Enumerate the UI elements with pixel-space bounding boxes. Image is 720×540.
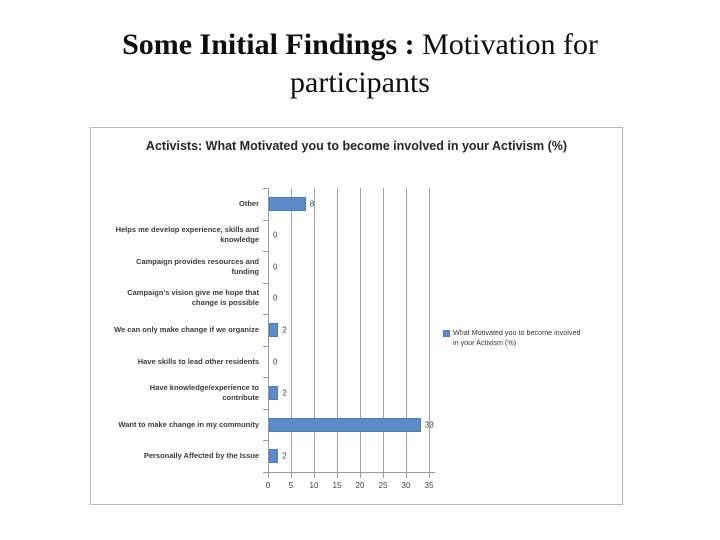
legend-label-line2: in your Activism (%)	[453, 337, 517, 347]
bar	[269, 196, 306, 211]
value-axis-tick-label: 0	[265, 481, 271, 490]
category-axis-tick	[263, 345, 268, 347]
category-label-line: Personally Affected by the Issue	[143, 451, 259, 461]
category-label: Campaign provides resources and funding	[93, 257, 259, 277]
value-axis-tick	[291, 473, 292, 478]
bar-value-label: 0	[273, 262, 278, 272]
value-axis-line	[268, 472, 435, 473]
value-axis-tick-label: 30	[401, 481, 411, 490]
bar-value-label: 8	[309, 199, 315, 209]
gridline	[337, 188, 338, 472]
plot-bars: 8 0 0 0 2 0 2 33 2	[91, 128, 622, 504]
value-axis-labels: 0 5 10 15 20 25 30 35	[91, 128, 622, 504]
category-axis-tick	[263, 408, 268, 410]
legend-label-line1: What Motivated you to become involved	[453, 328, 581, 337]
category-label: Campaign's vision give me hope that chang…	[93, 288, 259, 308]
category-axis-tick	[263, 282, 268, 284]
category-label: Have knowledge/experience to contribute	[93, 383, 259, 403]
category-axis-tick	[263, 314, 268, 316]
value-axis-tick	[429, 473, 430, 478]
slide-title-bold-part: Some Initial Findings :	[122, 28, 415, 61]
value-axis-tick	[406, 473, 407, 478]
gridline	[429, 188, 430, 472]
bar-chart: Activists: What Motivated you to become …	[90, 127, 623, 505]
value-axis-tick-label: 25	[378, 481, 388, 490]
bar-value-label: 0	[273, 230, 278, 240]
category-label-line: contribute	[222, 393, 259, 403]
category-axis-tick	[263, 188, 268, 189]
category-label: Helps me develop experience, skills and k…	[93, 225, 259, 245]
bar	[269, 386, 279, 401]
category-label-line: knowledge	[220, 235, 259, 245]
bar-value-label: 0	[273, 293, 278, 303]
category-axis-tick	[263, 219, 268, 221]
category-label-line: funding	[231, 266, 260, 276]
category-label: Want to make change in my community	[93, 420, 259, 430]
category-axis-tick	[263, 377, 268, 379]
category-label-line: Have knowledge/experience to	[149, 383, 259, 393]
value-axis-tick-label: 10	[309, 481, 319, 490]
value-axis-tick-label: 20	[355, 481, 365, 490]
slide-title-line2: participants	[290, 66, 430, 99]
value-axis-tick	[337, 473, 338, 478]
slide-title-regular-part: Motivation for	[422, 28, 598, 61]
legend: What Motivated you to become involved in…	[443, 328, 628, 347]
gridline	[360, 188, 361, 472]
bar	[269, 417, 421, 432]
category-label: Other	[93, 199, 259, 209]
bar-value-label: 2	[282, 325, 287, 335]
value-axis-tick	[268, 473, 269, 478]
category-label-line: Campaign's vision give me hope that	[127, 288, 259, 298]
chart-title: Activists: What Motivated you to become …	[91, 137, 622, 155]
category-label-line: Other	[238, 198, 259, 208]
category-axis-tick	[263, 440, 268, 442]
value-axis-tick	[383, 473, 384, 478]
category-label: Personally Affected by the Issue	[93, 451, 259, 461]
bar-value-label: 2	[282, 451, 287, 461]
gridline	[291, 188, 292, 472]
category-axis-labels: Other Helps me develop experience, skills…	[91, 128, 622, 504]
category-label: Have skills to lead other residents	[93, 357, 259, 367]
bar	[269, 449, 279, 464]
plot-axes	[91, 128, 622, 504]
legend-marker-icon	[443, 330, 450, 337]
category-axis-line	[268, 188, 269, 472]
bar	[269, 323, 279, 337]
value-axis-tick-label: 35	[424, 481, 434, 490]
category-label-line: Helps me develop experience, skills and	[115, 225, 259, 235]
category-label-line: We can only make change if we organize	[114, 325, 259, 334]
bar-value-label: 2	[282, 388, 287, 398]
legend-label: What Motivated you to become involved in…	[453, 328, 580, 347]
gridline	[383, 188, 384, 472]
category-label-line: Want to make change in my community	[118, 419, 259, 429]
category-axis-tick	[263, 472, 268, 473]
category-label-line: Have skills to lead other residents	[137, 356, 259, 366]
category-axis-tick	[263, 251, 268, 253]
gridline	[314, 188, 315, 472]
slide-title-line1: Some Initial Findings : Motivation for	[0, 26, 720, 64]
value-axis-tick	[314, 473, 315, 478]
bar-value-label: 33	[424, 420, 434, 430]
category-label-line: Campaign provides resources and	[136, 256, 259, 266]
category-label-line: change is possible	[191, 298, 259, 308]
value-axis-tick	[360, 473, 361, 478]
category-label: We can only make change if we organize	[93, 325, 259, 335]
slide-title: Some Initial Findings : Motivation for p…	[0, 26, 720, 102]
value-axis-tick-label: 5	[288, 481, 294, 490]
value-axis-tick-label: 15	[332, 481, 342, 490]
plot-gridlines	[91, 128, 622, 504]
bar-value-label: 0	[273, 357, 278, 367]
gridline	[406, 188, 407, 472]
chart-title-text: Activists: What Motivated you to become …	[145, 139, 568, 153]
